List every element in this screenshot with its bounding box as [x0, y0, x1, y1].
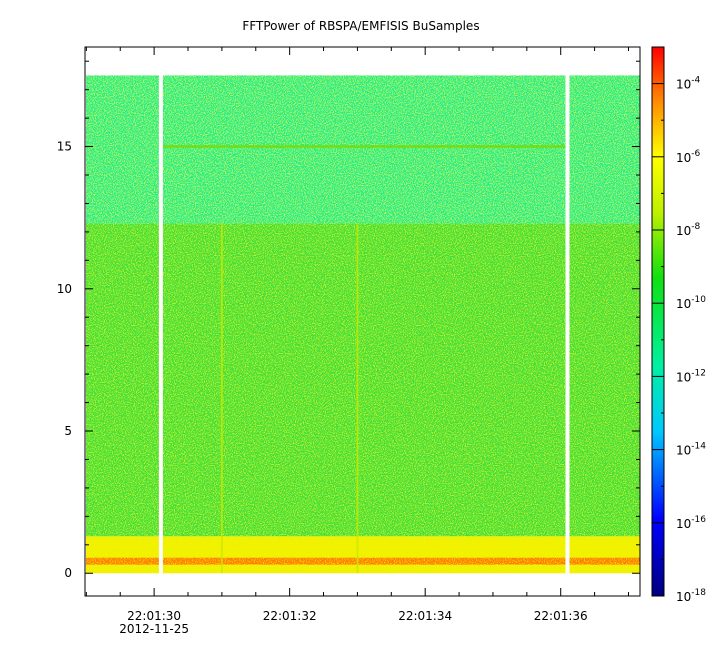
x-tick-label: 22:01:30 — [127, 609, 181, 623]
x-axis-date-label: 2012-11-25 — [119, 622, 189, 636]
x-tick-label: 22:01:32 — [263, 609, 317, 623]
colorbar-tick-label: 10-8 — [676, 222, 701, 238]
data-gap — [158, 75, 163, 574]
y-tick-label: 5 — [64, 424, 72, 438]
data-gap — [565, 75, 570, 574]
colorbar-tick-label: 10-6 — [676, 149, 701, 165]
colorbar — [651, 46, 665, 597]
colorbar-tick-label: 10-14 — [676, 442, 706, 458]
spectrogram-band — [86, 536, 640, 558]
colorbar-axis: 10-4 10-6 10-8 10-10 10-12 10-14 10-16 10-18 — [652, 46, 706, 604]
x-axis: 22:01:30 22:01:32 22:01:34 22:01:36 — [85, 47, 629, 623]
plot-frame — [84, 46, 641, 597]
chart-title: FFTPower of RBSPA/EMFISIS BuSamples — [242, 19, 479, 33]
colorbar-tick-label: 10-18 — [676, 588, 706, 604]
spectrogram-bands — [86, 75, 640, 574]
colorbar-tick-label: 10-10 — [676, 295, 706, 311]
colorbar-tick-label: 10-4 — [676, 76, 701, 92]
spectrogram-band — [86, 557, 640, 565]
spectrogram-band — [86, 75, 640, 224]
spectrogram-band — [86, 564, 640, 574]
y-axis: 0 5 10 15 — [57, 60, 640, 580]
data-gaps — [158, 75, 570, 574]
y-tick-label: 10 — [57, 282, 72, 296]
y-tick-label: 0 — [64, 566, 72, 580]
plot-area — [85, 47, 640, 596]
spectrogram-band — [86, 223, 640, 537]
x-tick-label: 22:01:34 — [398, 609, 452, 623]
spectrogram-features — [160, 145, 568, 574]
x-tick-label: 22:01:36 — [534, 609, 588, 623]
colorbar-tick-label: 10-16 — [676, 515, 706, 531]
colorbar-tick-label: 10-12 — [676, 368, 706, 384]
y-tick-label: 15 — [57, 140, 72, 154]
